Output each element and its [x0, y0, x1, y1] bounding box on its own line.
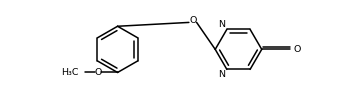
- Text: N: N: [218, 70, 225, 79]
- Text: O: O: [95, 68, 102, 77]
- Text: H₃C: H₃C: [61, 68, 79, 77]
- Text: N: N: [218, 20, 225, 29]
- Text: O: O: [189, 16, 197, 25]
- Text: O: O: [293, 45, 301, 54]
